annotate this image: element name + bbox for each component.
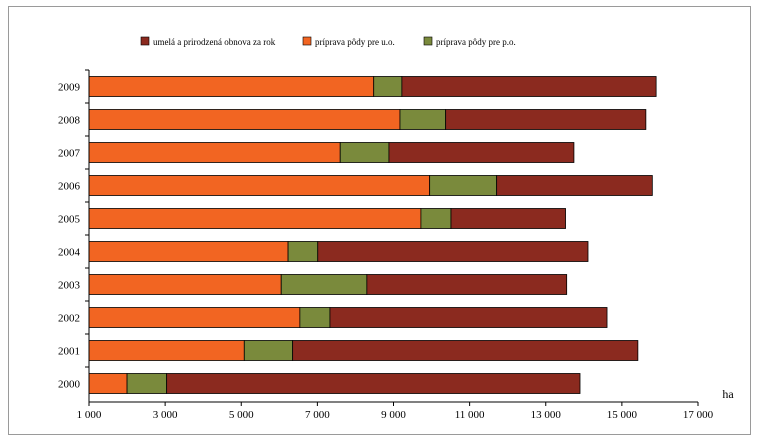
y-tick-label-2008: 2008 xyxy=(58,115,81,127)
y-tick-label-2004: 2004 xyxy=(58,247,81,259)
y-tick-label-2001: 2001 xyxy=(58,346,80,358)
chart-frame xyxy=(8,6,751,435)
bar-segment-2004-s1 xyxy=(287,241,319,262)
y-tick-label-2006: 2006 xyxy=(58,181,81,193)
bar-segment-2001-s1 xyxy=(243,340,294,361)
x-tick-label: 5 000 xyxy=(229,409,254,421)
bar-segment-2002-s2 xyxy=(329,307,608,328)
x-axis: 1 000 3 000 5 000 7 000 9 000 11 000 13 000 15 … xyxy=(77,387,735,421)
bar-segment-2006-s1 xyxy=(429,175,498,196)
bar-segment-2004-s2 xyxy=(317,241,589,262)
bar-segment-2002-s0 xyxy=(88,307,301,328)
bar-segment-2005-s1 xyxy=(420,208,452,229)
x-tick-label: 9 000 xyxy=(381,409,406,421)
x-tick-label: 15 000 xyxy=(607,409,638,421)
bar-segment-2000-s0 xyxy=(88,373,128,394)
bar-segment-2007-s2 xyxy=(388,142,575,163)
x-axis-label: ha xyxy=(722,387,734,401)
x-tick-label: 7 000 xyxy=(305,409,330,421)
y-tick-label-2002: 2002 xyxy=(58,313,80,325)
legend-label: príprava pôdy pre u.o. xyxy=(315,37,395,47)
bar-segment-2009-s0 xyxy=(88,76,375,97)
bar-segment-2008-s1 xyxy=(399,109,447,130)
x-tick-label: 1 000 xyxy=(77,409,102,421)
bar-segment-2006-s2 xyxy=(496,175,653,196)
bar-segment-2009-s2 xyxy=(401,76,657,97)
bar-segment-2005-s2 xyxy=(450,208,566,229)
bar-segment-2007-s1 xyxy=(339,142,390,163)
bars xyxy=(88,76,657,394)
x-tick-label: 17 000 xyxy=(683,409,714,421)
bar-segment-2000-s2 xyxy=(166,373,581,394)
x-tick-label: 3 000 xyxy=(153,409,178,421)
y-axis: 2009 2008 2007 2006 2005 2004 2003 2002 2001 2000 xyxy=(58,69,90,402)
bar-segment-2000-s1 xyxy=(126,373,168,394)
legend-swatch xyxy=(423,36,433,46)
y-tick-label-2000: 2000 xyxy=(58,379,81,391)
y-tick-label-2005: 2005 xyxy=(58,214,81,226)
bar-segment-2004-s0 xyxy=(88,241,289,262)
bar-segment-2009-s1 xyxy=(373,76,403,97)
bar-segment-2006-s0 xyxy=(88,175,431,196)
bar-segment-2003-s1 xyxy=(280,274,368,295)
bar-segment-2008-s2 xyxy=(445,109,647,130)
bar-segment-2002-s1 xyxy=(299,307,331,328)
legend: umelá a prirodzená obnova za rok príprava… xyxy=(140,36,516,47)
bar-segment-2003-s0 xyxy=(88,274,282,295)
bar-segment-2001-s2 xyxy=(292,340,639,361)
bar-segment-2005-s0 xyxy=(88,208,422,229)
bar-segment-2001-s0 xyxy=(88,340,245,361)
bar-segment-2008-s0 xyxy=(88,109,401,130)
legend-swatch xyxy=(302,36,312,46)
y-tick-label-2009: 2009 xyxy=(58,82,81,94)
x-tick-label: 13 000 xyxy=(531,409,562,421)
x-tick-label: 11 000 xyxy=(455,409,485,421)
bar-segment-2003-s2 xyxy=(366,274,568,295)
y-tick-label-2007: 2007 xyxy=(58,148,81,160)
bar-segment-2007-s0 xyxy=(88,142,341,163)
legend-label: príprava pôdy pre p.o. xyxy=(436,37,516,47)
legend-swatch xyxy=(140,36,150,46)
y-tick-label-2003: 2003 xyxy=(58,280,81,292)
legend-label: umelá a prirodzená obnova za rok xyxy=(153,37,276,47)
